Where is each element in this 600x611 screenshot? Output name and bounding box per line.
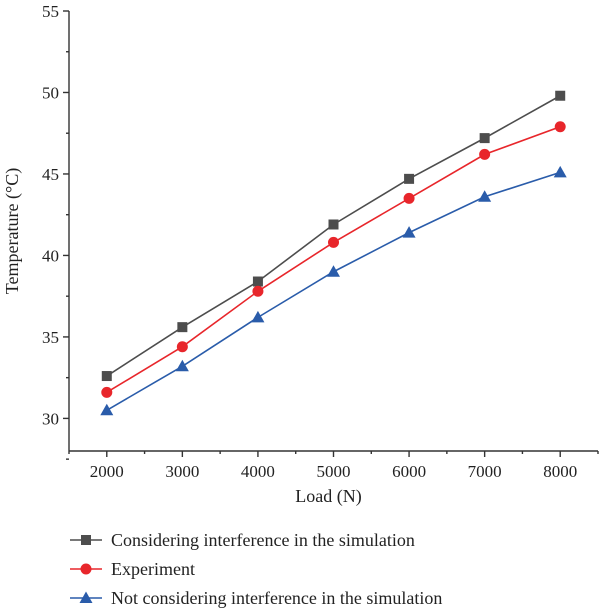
y-tick-label: 50: [42, 83, 59, 102]
series-line: [106, 95, 561, 377]
data-point: [175, 359, 189, 372]
y-tick-label: 35: [42, 328, 59, 347]
data-point: [177, 322, 188, 333]
axes: 30 35 40 45 50 55 2000 3000 4000 5000 6000 7000 8000…: [2, 2, 599, 507]
series-line: [106, 125, 561, 394]
y-tick-label: 30: [42, 409, 59, 428]
legend-marker: [79, 591, 93, 603]
legend-marker: [81, 535, 91, 545]
data-point: [252, 285, 264, 297]
x-tick-label: 7000: [468, 462, 502, 481]
legend-item: Not considering interference in the simu…: [70, 588, 442, 608]
x-axis-title: Load (N): [295, 486, 361, 507]
data-point: [403, 192, 415, 204]
x-tick-label: 3000: [165, 462, 199, 481]
y-tick-label: 45: [42, 165, 59, 184]
legend-label: Considering interference in the simulati…: [111, 530, 415, 550]
data-point: [101, 386, 113, 398]
data-point: [479, 148, 491, 160]
data-point: [478, 190, 492, 202]
legend-label: Not considering interference in the simu…: [111, 588, 442, 608]
data-point: [327, 265, 340, 277]
data-point: [252, 276, 263, 287]
legend-label: Experiment: [111, 559, 195, 579]
data-point: [176, 341, 188, 353]
data-point: [553, 165, 567, 178]
data-point: [555, 90, 566, 101]
series-1: [101, 121, 566, 398]
y-axis-title: Temperature (°C): [2, 168, 23, 294]
x-tick-label: 4000: [241, 462, 275, 481]
data-point: [402, 226, 416, 238]
data-point: [100, 403, 114, 416]
legend-item: Considering interference in the simulati…: [70, 530, 415, 550]
data-point: [328, 236, 339, 248]
series-line: [106, 171, 561, 411]
data-point: [251, 310, 265, 323]
x-tick-label: 5000: [317, 462, 351, 481]
legend: Considering interference in the simulati…: [70, 530, 442, 608]
x-tick-label: 2000: [90, 462, 124, 481]
legend-marker: [80, 563, 92, 575]
series-layer: [100, 90, 567, 416]
data-point: [328, 219, 339, 230]
series-0: [101, 90, 566, 382]
legend-item: Experiment: [70, 559, 195, 579]
data-point: [101, 371, 112, 382]
y-tick-label: 55: [42, 2, 59, 21]
x-tick-label: 8000: [543, 462, 577, 481]
data-point: [479, 133, 490, 144]
data-point: [404, 173, 415, 184]
y-tick-label: 40: [42, 246, 59, 265]
series-2: [100, 165, 567, 416]
x-tick-label: 6000: [392, 462, 426, 481]
data-point: [554, 121, 566, 133]
